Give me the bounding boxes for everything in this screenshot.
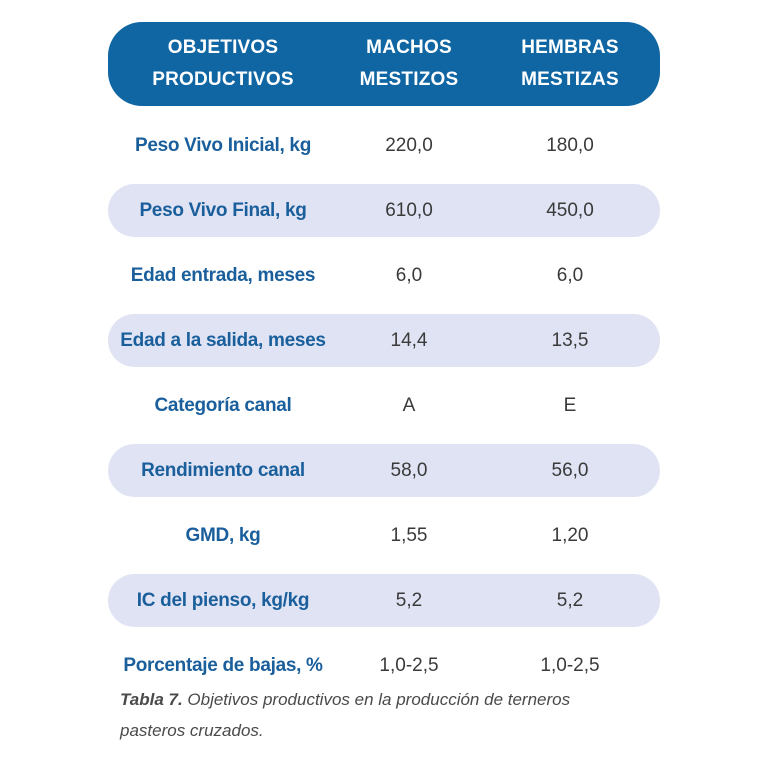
table-body: Peso Vivo Inicial, kg 220,0 180,0 Peso V…: [108, 119, 660, 692]
row-hembras-value: 1,0-2,5: [540, 654, 600, 676]
row-machos-value: A: [402, 394, 416, 416]
row-label: Porcentaje de bajas, %: [123, 654, 323, 676]
row-label: Categoría canal: [154, 394, 292, 416]
table-row: Rendimiento canal 58,0 56,0: [108, 444, 660, 497]
caption-label: Tabla 7.: [120, 690, 183, 709]
header-hembras-line1: HEMBRAS: [521, 37, 619, 58]
table-caption: Tabla 7. Objetivos productivos en la pro…: [120, 684, 640, 746]
table-row: GMD, kg 1,55 1,20: [108, 509, 660, 562]
row-label: Peso Vivo Inicial, kg: [134, 134, 312, 156]
row-hembras-value: 450,0: [546, 199, 594, 221]
row-label: IC del pienso, kg/kg: [136, 589, 310, 611]
row-machos-value: 610,0: [385, 199, 433, 221]
header-hembras: HEMBRAS MESTIZAS: [480, 32, 660, 96]
row-machos-value: 6,0: [395, 264, 423, 286]
row-label: Edad a la salida, meses: [120, 329, 326, 351]
table-row: Edad a la salida, meses 14,4 13,5: [108, 314, 660, 367]
row-hembras-value: 5,2: [556, 589, 584, 611]
row-hembras-value: E: [563, 394, 577, 416]
row-machos-value: 1,55: [390, 524, 428, 546]
caption-text: Objetivos productivos en la producción d…: [120, 690, 571, 740]
row-hembras-value: 180,0: [546, 134, 594, 156]
row-machos-value: 5,2: [395, 589, 423, 611]
row-machos-value: 58,0: [390, 459, 428, 481]
table-row: IC del pienso, kg/kg 5,2 5,2: [108, 574, 660, 627]
table-row: Categoría canal A E: [108, 379, 660, 432]
row-hembras-value: 1,20: [551, 524, 589, 546]
row-hembras-value: 6,0: [556, 264, 584, 286]
row-hembras-value: 56,0: [551, 459, 589, 481]
header-objetivos: OBJETIVOS PRODUCTIVOS: [108, 32, 338, 96]
row-label: Peso Vivo Final, kg: [139, 199, 307, 221]
row-label: Rendimiento canal: [141, 459, 305, 481]
row-machos-value: 1,0-2,5: [379, 654, 439, 676]
header-objetivos-line1: OBJETIVOS: [167, 37, 279, 58]
table-row: Porcentaje de bajas, % 1,0-2,5 1,0-2,5: [108, 639, 660, 692]
row-machos-value: 220,0: [385, 134, 433, 156]
header-machos-line2: MESTIZOS: [359, 69, 459, 90]
productive-objectives-table: OBJETIVOS PRODUCTIVOS MACHOS MESTIZOS HE…: [108, 22, 660, 692]
row-hembras-value: 13,5: [551, 329, 589, 351]
row-label: GMD, kg: [185, 524, 261, 546]
table-header: OBJETIVOS PRODUCTIVOS MACHOS MESTIZOS HE…: [108, 22, 660, 106]
header-machos-line1: MACHOS: [366, 37, 452, 58]
row-label: Edad entrada, meses: [130, 264, 316, 286]
table-row: Edad entrada, meses 6,0 6,0: [108, 249, 660, 302]
table-row: Peso Vivo Final, kg 610,0 450,0: [108, 184, 660, 237]
header-objetivos-line2: PRODUCTIVOS: [152, 69, 294, 90]
row-machos-value: 14,4: [390, 329, 428, 351]
header-machos: MACHOS MESTIZOS: [338, 32, 480, 96]
table-row: Peso Vivo Inicial, kg 220,0 180,0: [108, 119, 660, 172]
header-hembras-line2: MESTIZAS: [521, 69, 619, 90]
